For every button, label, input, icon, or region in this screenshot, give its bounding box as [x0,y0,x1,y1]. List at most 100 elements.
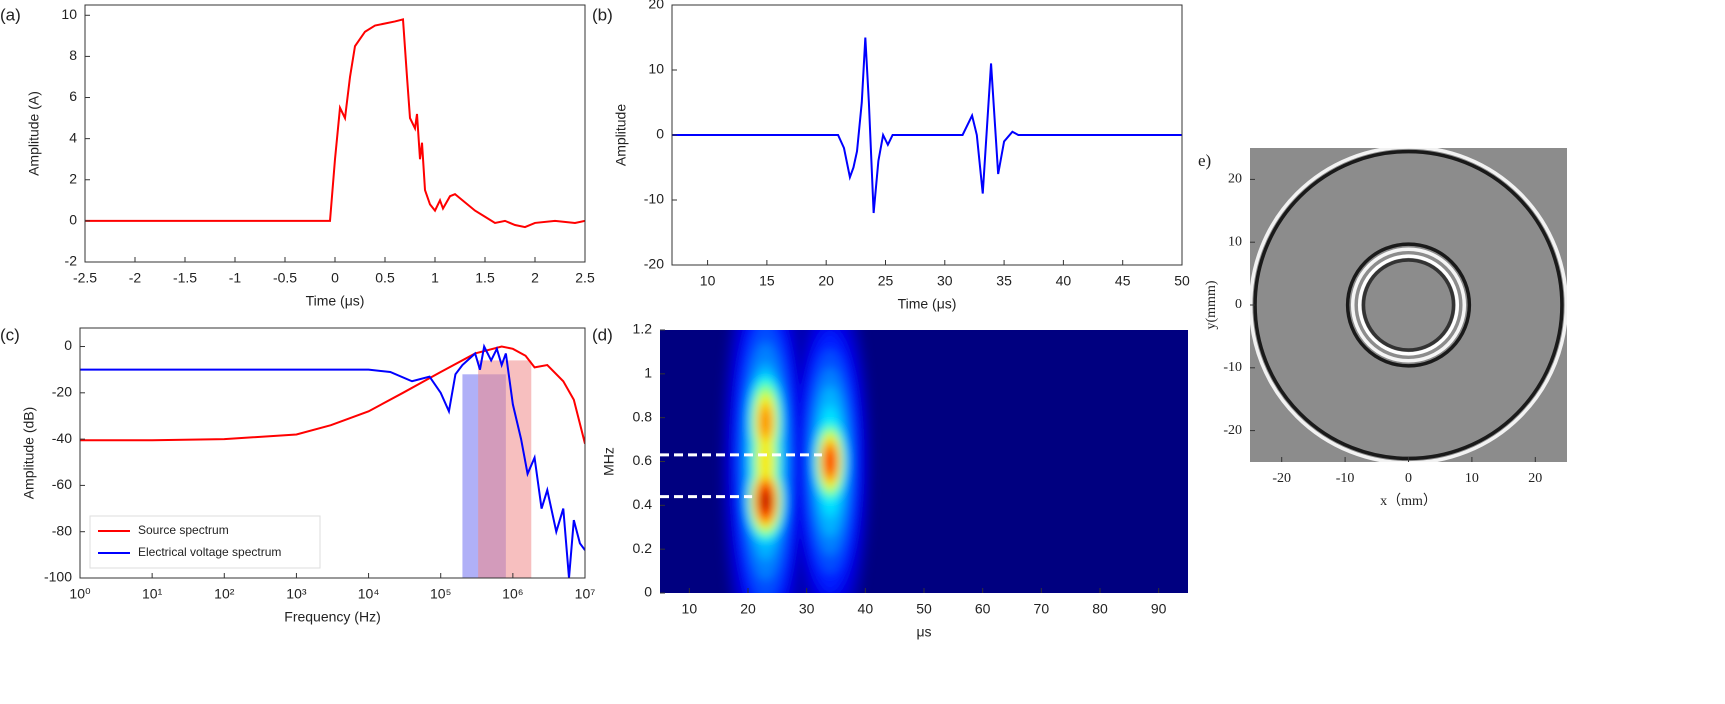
heat-level [760,408,771,436]
plot-area [80,343,585,578]
ring [1357,254,1460,356]
y-axis-label: Amplitude (A) [26,91,42,176]
x-tick-label: -0.5 [273,270,297,286]
y-axis-label: Amplitude [613,104,629,166]
y-tick-label: 4 [69,129,77,145]
y-tick-label: -80 [52,522,72,538]
x-tick-label: 2 [531,270,539,286]
y-tick-label: -100 [44,569,72,585]
x-tick-label: 10¹ [142,586,163,602]
y-axis-label: MHz [601,447,617,476]
y-tick-label: 0 [644,584,652,600]
x-tick-label: -1.5 [173,270,197,286]
x-tick-label: 10⁵ [430,586,451,602]
panel: 10 20 30 40 50 60 70 80 90 0 0.2 0.4 0.6 0.8 1 1.2 μs MHz… [592,321,1188,640]
x-tick-label: 60 [975,601,991,617]
y-tick-label: -40 [52,430,72,446]
y-tick-label: -2 [65,253,78,269]
x-tick-label: 25 [878,273,894,289]
y-tick-label: 0.6 [633,452,653,468]
y-tick-label: 0.2 [633,540,653,556]
panel-label: (d) [592,325,613,344]
x-tick-label: 30 [937,273,953,289]
y-tick-label: 10 [1228,234,1242,249]
x-axis-label: Time (μs) [306,293,365,309]
y-tick-label: -10 [644,191,664,207]
plot-area [672,37,1182,214]
x-tick-label: 10² [214,586,235,602]
x-tick-label: 30 [799,601,815,617]
y-tick-label: 0 [656,126,664,142]
y-axis-label: Amplitude (dB) [21,407,37,500]
y-tick-label: 6 [69,88,77,104]
x-tick-label: 0 [331,270,339,286]
legend-entry: Source spectrum [138,523,229,537]
y-tick-label: 1.2 [633,321,653,337]
shaded-band [478,360,532,578]
panel-label: (b) [592,5,613,24]
x-tick-label: -10 [1336,471,1355,486]
y-tick-label: -20 [52,384,72,400]
x-tick-label: 10⁰ [69,586,91,602]
x-tick-label: -1 [229,270,242,286]
panel: 10⁰ 10¹ 10² 10³ 10⁴ 10⁵ 10⁶ 10⁷ -100 -80 -60 -40 -20… [0,325,595,624]
heat-level [826,451,835,472]
data-line [672,37,1182,214]
x-tick-label: -2 [129,270,142,286]
x-tick-label: 0 [1405,471,1412,486]
ring [1361,258,1456,352]
y-tick-label: -20 [644,256,664,272]
y-tick-label: -20 [1223,423,1242,438]
y-tick-label: 1 [644,365,652,381]
x-tick-label: 1.5 [475,270,495,286]
x-axis-label: Time (μs) [898,296,957,312]
y-tick-label: 0.8 [633,408,653,424]
x-tick-label: 40 [1056,273,1072,289]
x-tick-label: 80 [1092,601,1108,617]
heatmap [721,330,872,593]
x-tick-label: 10³ [286,586,307,602]
x-axis-label: μs [916,624,931,640]
x-tick-label: 2.5 [575,270,595,286]
x-tick-label: 10⁶ [502,586,523,602]
panel-label: e) [1198,151,1211,170]
panel: -2.5 -2 -1.5 -1 -0.5 0 0.5 1 1.5 2 2.5-20246810Tim… [0,4,595,309]
x-tick-label: 20 [818,273,834,289]
x-tick-label: 10 [1465,471,1479,486]
panel-label: (a) [0,5,21,24]
x-tick-label: 1 [431,270,439,286]
y-tick-label: 10 [648,61,664,77]
panel-label: (c) [0,325,20,344]
x-tick-label: 70 [1034,601,1050,617]
x-tick-label: 20 [740,601,756,617]
x-tick-label: 15 [759,273,775,289]
x-tick-label: 10 [700,273,716,289]
x-tick-label: 10⁷ [575,586,596,602]
plot-area [660,330,1188,593]
y-tick-label: 0 [1235,297,1242,312]
y-axis-label: y(mmm) [1204,280,1219,329]
x-tick-label: 10⁴ [358,586,380,602]
panel: -20 -10 0 10 20 20 10 0 -10 -20 x（mm） y(mmm) e) [1198,148,1567,509]
y-tick-label: 0 [64,337,72,353]
y-tick-label: 10 [61,6,77,22]
x-tick-label: 45 [1115,273,1131,289]
ring [1345,242,1472,368]
y-tick-label: -60 [52,476,72,492]
axes-frame [79,327,586,579]
x-axis-label: x（mm） [1380,493,1437,509]
legend-box [89,515,321,569]
x-tick-label: 0.5 [375,270,395,286]
y-tick-label: 0 [69,212,77,228]
x-tick-label: 10 [682,601,698,617]
x-tick-label: 35 [996,273,1012,289]
x-tick-label: 50 [916,601,932,617]
x-axis-label: Frequency (Hz) [284,609,380,625]
image-background [1250,148,1567,462]
data-line [80,343,585,578]
x-tick-label: 90 [1151,601,1167,617]
data-line [85,18,585,229]
x-tick-label: -2.5 [73,270,97,286]
y-tick-label: 20 [1228,172,1242,187]
